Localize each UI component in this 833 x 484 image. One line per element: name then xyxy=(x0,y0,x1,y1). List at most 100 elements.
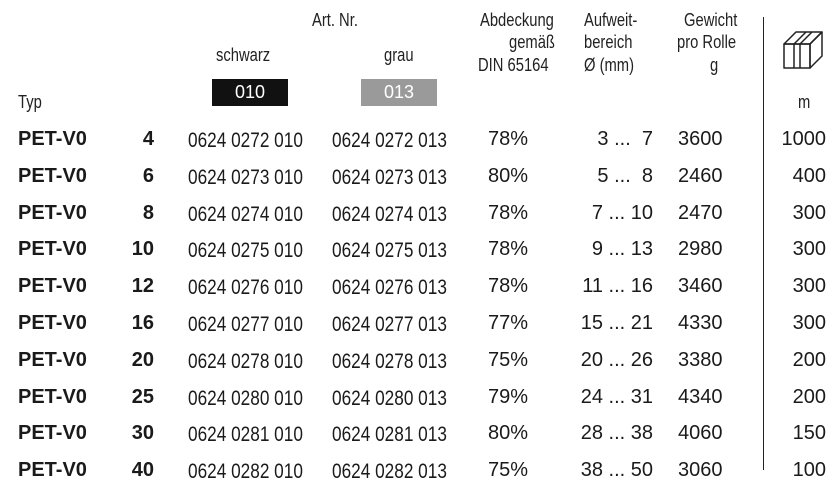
cell-typ: PET-V0 xyxy=(18,275,87,297)
cell-art-grau: 0624 0282 013 xyxy=(332,460,447,483)
header-abdeckung-3: DIN 65164 xyxy=(478,55,549,75)
cell-art-schwarz: 0624 0274 010 xyxy=(188,203,303,226)
swatch-grau: 013 xyxy=(361,79,437,106)
cell-typ: PET-V0 xyxy=(18,202,87,224)
cell-length: 1000 xyxy=(781,128,827,150)
cell-length: 400 xyxy=(792,165,826,187)
header-abdeckung-2: gemäß xyxy=(509,32,555,52)
cell-typ: PET-V0 xyxy=(18,386,87,408)
cell-art-grau: 0624 0278 013 xyxy=(332,350,447,373)
cell-size: 16 xyxy=(131,312,154,334)
cell-size: 40 xyxy=(131,459,154,481)
cell-typ: PET-V0 xyxy=(18,312,87,334)
cell-size: 4 xyxy=(142,128,154,150)
box-icon xyxy=(783,31,823,69)
header-aufweit-1: Aufweit- xyxy=(584,10,638,30)
cell-size: 25 xyxy=(131,386,154,408)
header-gewicht-3: g xyxy=(710,55,719,75)
cell-gewicht: 2980 xyxy=(678,238,723,260)
cell-abdeckung: 75% xyxy=(488,459,529,481)
header-typ: Typ xyxy=(18,92,42,112)
swatch-schwarz: 010 xyxy=(212,79,288,106)
header-gewicht-2: pro Rolle xyxy=(677,32,737,52)
cell-length: 100 xyxy=(792,459,826,481)
cell-abdeckung: 80% xyxy=(488,422,529,444)
cell-size: 20 xyxy=(131,349,154,371)
cell-art-grau: 0624 0272 013 xyxy=(332,129,447,152)
cell-abdeckung: 78% xyxy=(488,128,529,150)
cell-gewicht: 2460 xyxy=(678,165,723,187)
cell-art-grau: 0624 0273 013 xyxy=(332,166,447,189)
cell-gewicht: 3460 xyxy=(678,275,723,297)
cell-art-grau: 0624 0276 013 xyxy=(332,276,447,299)
cell-aufweitbereich: 15 ... 21 xyxy=(580,312,653,334)
cell-abdeckung: 78% xyxy=(488,238,529,260)
header-length-unit: m xyxy=(798,92,811,112)
cell-aufweitbereich: 9 ... 13 xyxy=(591,238,653,260)
cell-gewicht: 3380 xyxy=(678,349,723,371)
cell-gewicht: 4060 xyxy=(678,422,723,444)
cell-art-grau: 0624 0275 013 xyxy=(332,239,447,262)
cell-aufweitbereich: 20 ... 26 xyxy=(580,349,653,371)
header-aufweit-2: bereich xyxy=(584,32,633,52)
cell-length: 300 xyxy=(792,275,826,297)
cell-aufweitbereich: 24 ... 31 xyxy=(580,386,653,408)
cell-aufweitbereich: 7 ... 10 xyxy=(591,202,653,224)
cell-gewicht: 3060 xyxy=(678,459,723,481)
header-schwarz: schwarz xyxy=(216,45,271,65)
cell-typ: PET-V0 xyxy=(18,422,87,444)
column-divider xyxy=(763,17,764,470)
cell-aufweitbereich: 3 ... 7 xyxy=(597,128,653,150)
cell-aufweitbereich: 38 ... 50 xyxy=(580,459,653,481)
cell-art-schwarz: 0624 0276 010 xyxy=(188,276,303,299)
cell-size: 10 xyxy=(131,238,154,260)
cell-abdeckung: 79% xyxy=(488,386,529,408)
cell-typ: PET-V0 xyxy=(18,238,87,260)
cell-art-schwarz: 0624 0273 010 xyxy=(188,166,303,189)
cell-gewicht: 2470 xyxy=(678,202,723,224)
cell-art-grau: 0624 0281 013 xyxy=(332,423,447,446)
cell-art-schwarz: 0624 0280 010 xyxy=(188,387,303,410)
header-aufweit-3: Ø (mm) xyxy=(584,55,635,75)
cell-art-schwarz: 0624 0275 010 xyxy=(188,239,303,262)
cell-length: 200 xyxy=(792,349,826,371)
cell-abdeckung: 75% xyxy=(488,349,529,371)
code-grau: 013 xyxy=(383,82,415,102)
cell-size: 6 xyxy=(142,165,154,187)
cell-abdeckung: 78% xyxy=(488,275,529,297)
cell-art-grau: 0624 0277 013 xyxy=(332,313,447,336)
cell-art-schwarz: 0624 0272 010 xyxy=(188,129,303,152)
cell-abdeckung: 78% xyxy=(488,202,529,224)
cell-size: 30 xyxy=(131,422,154,444)
cell-art-schwarz: 0624 0277 010 xyxy=(188,313,303,336)
cell-aufweitbereich: 11 ... 16 xyxy=(582,275,653,297)
cell-aufweitbereich: 28 ... 38 xyxy=(580,422,653,444)
header-abdeckung-1: Abdeckung xyxy=(480,10,554,30)
cell-art-schwarz: 0624 0282 010 xyxy=(188,460,303,483)
header-grau: grau xyxy=(384,45,414,65)
cell-length: 200 xyxy=(792,386,826,408)
cell-abdeckung: 77% xyxy=(488,312,529,334)
cell-typ: PET-V0 xyxy=(18,128,87,150)
code-schwarz: 010 xyxy=(234,82,266,102)
cell-size: 12 xyxy=(131,275,154,297)
cell-size: 8 xyxy=(142,202,154,224)
cell-length: 300 xyxy=(792,312,826,334)
cell-gewicht: 4340 xyxy=(678,386,723,408)
cell-length: 300 xyxy=(792,238,826,260)
cell-gewicht: 3600 xyxy=(678,128,723,150)
cell-typ: PET-V0 xyxy=(18,165,87,187)
cell-art-schwarz: 0624 0278 010 xyxy=(188,350,303,373)
header-gewicht-1: Gewicht xyxy=(684,10,738,30)
cell-gewicht: 4330 xyxy=(678,312,723,334)
cell-art-grau: 0624 0280 013 xyxy=(332,387,447,410)
cell-aufweitbereich: 5 ... 8 xyxy=(597,165,653,187)
cell-art-grau: 0624 0274 013 xyxy=(332,203,447,226)
cell-art-schwarz: 0624 0281 010 xyxy=(188,423,303,446)
cell-abdeckung: 80% xyxy=(488,165,529,187)
cell-typ: PET-V0 xyxy=(18,459,87,481)
cell-typ: PET-V0 xyxy=(18,349,87,371)
cell-length: 150 xyxy=(792,422,826,444)
header-art-nr: Art. Nr. xyxy=(312,10,358,30)
cell-length: 300 xyxy=(792,202,826,224)
